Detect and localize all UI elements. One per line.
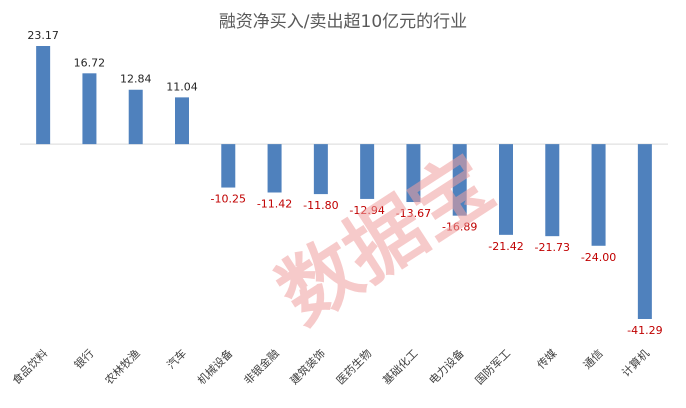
bar-10 — [499, 144, 513, 235]
bar-13 — [637, 144, 652, 319]
data-label-8: -13.67 — [396, 207, 431, 220]
data-label-3: 11.04 — [166, 80, 198, 93]
data-label-10: -21.42 — [488, 240, 523, 253]
data-label-12: -24.00 — [581, 251, 616, 264]
category-label-1: 银行 — [71, 346, 96, 371]
category-label-5: 非银金融 — [241, 346, 282, 387]
bar-4 — [221, 144, 236, 188]
category-label-3: 汽车 — [164, 346, 189, 371]
bar-7 — [360, 144, 375, 199]
data-label-7: -12.94 — [349, 204, 384, 217]
chart-title: 融资净买入/卖出超10亿元的行业 — [219, 12, 467, 32]
bar-5 — [267, 144, 282, 193]
bar-0 — [36, 46, 51, 145]
data-label-6: -11.80 — [303, 199, 338, 212]
category-label-4: 机械设备 — [194, 346, 235, 387]
data-label-13: -41.29 — [627, 324, 662, 337]
bar-12 — [591, 144, 606, 246]
category-labels-group: 食品饮料 银行 农林牧渔 汽车 机械设备 非银金融 建筑装饰 医药生物 基础化工 电力设备 国防军工… — [9, 346, 652, 387]
data-label-0: 23.17 — [27, 29, 59, 42]
data-labels-group: 23.17 16.72 12.84 11.04 -10.25 -11.42 -11.80 -1… — [27, 29, 662, 337]
watermark-text: 数据宝 — [263, 139, 508, 342]
category-label-8: 基础化工 — [380, 346, 421, 387]
data-label-11: -21.73 — [535, 241, 570, 254]
category-label-12: 通信 — [581, 347, 606, 372]
category-label-2: 农林牧渔 — [102, 346, 143, 387]
category-label-9: 电力设备 — [426, 346, 467, 387]
bar-8 — [406, 144, 421, 203]
data-label-4: -10.25 — [211, 193, 246, 206]
data-label-1: 16.72 — [74, 56, 106, 69]
category-label-11: 传媒 — [535, 347, 560, 372]
category-label-0: 食品饮料 — [9, 346, 50, 387]
bar-11 — [545, 144, 560, 237]
bar-9 — [452, 144, 467, 216]
category-label-7: 医药生物 — [333, 346, 374, 387]
bar-2 — [128, 89, 143, 145]
category-label-13: 计算机 — [619, 346, 652, 379]
category-label-10: 国防军工 — [472, 346, 513, 387]
bar-6 — [313, 144, 328, 195]
bar-1 — [82, 73, 97, 145]
data-label-5: -11.42 — [257, 197, 292, 210]
bar-3 — [175, 97, 189, 145]
category-label-6: 建筑装饰 — [287, 346, 328, 387]
data-label-2: 12.84 — [120, 73, 152, 86]
bars-group — [36, 46, 652, 319]
data-label-9: -16.89 — [442, 221, 477, 234]
